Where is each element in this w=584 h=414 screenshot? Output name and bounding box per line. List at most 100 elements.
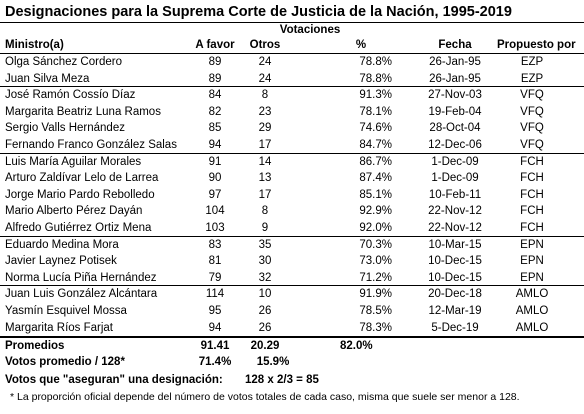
proposed-by: VFQ (520, 89, 544, 102)
proposed-by: EPN (520, 271, 544, 284)
proposed-by: FCH (520, 155, 544, 168)
percent: 78.3% (359, 321, 392, 334)
votes-for: 90 (208, 172, 222, 185)
summary-cell: Votos promedio / 128* (5, 356, 125, 369)
date: 10-Dec-15 (428, 255, 482, 268)
column-header: Fecha (438, 39, 472, 51)
percent: 74.6% (359, 122, 392, 135)
votes-other: 8 (261, 205, 269, 218)
percent: 92.9% (359, 205, 392, 218)
column-group: Votaciones (279, 24, 341, 36)
votes-other: 30 (258, 255, 272, 268)
votes-for: 85 (208, 122, 222, 135)
votes-for: 82 (208, 105, 222, 118)
votes-for: 83 (208, 238, 222, 251)
percent: 92.0% (359, 222, 392, 234)
proposed-by: EPN (520, 238, 544, 251)
votes-other: 17 (258, 188, 272, 201)
summary-cell: 71.4% (198, 356, 232, 369)
votes-other: 17 (258, 139, 272, 151)
proposed-by: FCH (520, 172, 544, 185)
summary-cell: 82.0% (340, 340, 373, 353)
column-header: Ministro(a) (5, 39, 64, 51)
column-header: Propuesto por (497, 39, 576, 51)
rule (0, 285, 584, 287)
column-header: A favor (195, 39, 235, 51)
proposed-by: FCH (520, 205, 544, 218)
proposed-by: FCH (520, 222, 544, 234)
proposed-by: EZP (520, 72, 544, 85)
title: Designaciones para la Suprema Corte de J… (5, 4, 512, 20)
votes-other: 35 (258, 238, 272, 251)
summary-cell: Promedios (5, 340, 65, 353)
percent: 71.2% (359, 271, 392, 284)
summary-cell: 128 x 2/3 = 85 (245, 374, 319, 387)
percent: 86.7% (359, 155, 392, 168)
minister: Eduardo Medina Mora (5, 238, 119, 251)
votes-other: 24 (258, 72, 272, 85)
column-header: Otros (249, 39, 281, 51)
rule (0, 152, 584, 154)
minister: Jorge Mario Pardo Rebolledo (5, 188, 155, 201)
votes-for: 94 (208, 321, 222, 334)
date: 22-Nov-12 (428, 205, 482, 218)
votes-for: 89 (208, 72, 222, 85)
votes-other: 23 (258, 105, 272, 118)
percent: 85.1% (359, 188, 392, 201)
date: 10-Dec-15 (428, 271, 482, 284)
minister: Juan Silva Meza (5, 72, 90, 85)
percent: 87.4% (359, 172, 392, 185)
votes-other: 14 (258, 155, 272, 168)
date: 10-Feb-11 (428, 188, 482, 201)
date: 19-Feb-04 (428, 105, 482, 118)
minister: Margarita Beatriz Luna Ramos (5, 105, 161, 118)
proposed-by: VFQ (520, 139, 544, 151)
rule (0, 22, 584, 23)
minister: Javier Laynez Potisek (5, 255, 117, 268)
summary-cell: 91.41 (200, 340, 230, 353)
votes-other: 8 (261, 89, 269, 102)
votes-for: 95 (208, 305, 222, 317)
votes-other: 26 (258, 305, 272, 317)
percent: 78.1% (359, 105, 392, 118)
votes-other: 10 (258, 288, 272, 301)
date: 12-Mar-19 (428, 305, 482, 317)
minister: Sergio Valls Hernández (5, 122, 125, 135)
rule (0, 235, 584, 237)
minister: Yasmín Esquivel Mossa (5, 305, 127, 317)
footnote: * La proporción oficial depende del núme… (10, 391, 520, 404)
minister: Margarita Ríos Farjat (5, 321, 114, 334)
date: 1-Dec-09 (431, 172, 479, 185)
date: 28-Oct-04 (429, 122, 481, 135)
minister: Mario Alberto Pérez Dayán (5, 205, 143, 218)
percent: 78.8% (359, 72, 392, 85)
votes-for: 94 (208, 139, 222, 151)
percent: 91.9% (359, 288, 392, 301)
date: 1-Dec-09 (431, 155, 479, 168)
votes-for: 89 (208, 56, 222, 68)
date: 26-Jan-95 (429, 72, 481, 85)
proposed-by: AMLO (515, 305, 549, 317)
date: 5-Dec-19 (431, 321, 479, 334)
rule (0, 336, 584, 339)
proposed-by: AMLO (515, 288, 549, 301)
percent: 73.0% (359, 255, 392, 268)
votes-for: 81 (208, 255, 222, 268)
votes-other: 9 (261, 222, 269, 234)
proposed-by: EPN (520, 255, 544, 268)
votes-other: 26 (258, 321, 272, 334)
date: 20-Dec-18 (428, 288, 482, 301)
votes-for: 91 (208, 155, 222, 168)
votes-for: 79 (208, 271, 222, 284)
summary-cell: 20.29 (250, 340, 280, 353)
votes-for: 97 (208, 188, 222, 201)
summary-cell: Votos que "aseguran" una designación: (5, 374, 223, 387)
votes-other: 24 (258, 56, 272, 68)
minister: Norma Lucía Piña Hernández (5, 271, 157, 284)
rule (0, 86, 584, 88)
date: 22-Nov-12 (428, 222, 482, 234)
minister: José Ramón Cossío Díaz (5, 89, 136, 102)
proposed-by: VFQ (520, 122, 544, 135)
proposed-by: AMLO (515, 321, 549, 334)
